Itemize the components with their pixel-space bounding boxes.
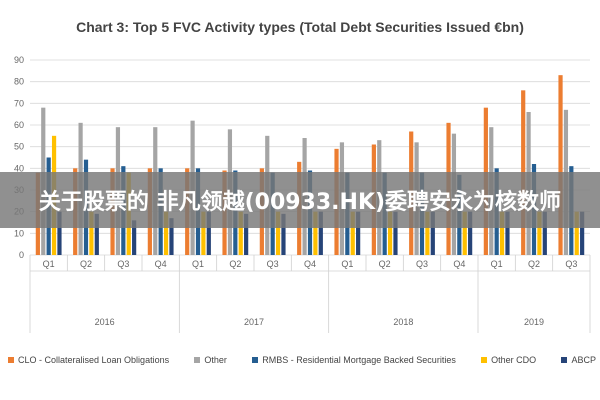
legend-swatch [194,357,201,363]
legend-label: Other [204,355,227,365]
bar-4-4 [206,211,211,255]
bar-3-11 [462,211,467,255]
legend-item: Other CDO [481,355,536,365]
year-label: 2018 [393,317,413,327]
bar-4-5 [244,213,249,255]
bar-0-14 [558,75,563,256]
x-tick-label: Q4 [155,259,167,269]
x-tick-label: Q2 [80,259,92,269]
year-label: 2017 [244,317,264,327]
chart-title: Chart 3: Top 5 FVC Activity types (Total… [76,19,524,35]
x-tick-label: Q4 [304,259,316,269]
x-tick-label: Q3 [565,259,577,269]
y-tick-label: 0 [19,250,24,260]
y-tick-label: 90 [14,55,24,65]
legend-item: RMBS - Residential Mortgage Backed Secur… [252,355,456,365]
legend-label: Other CDO [491,355,537,365]
legend-item: ABCP [561,355,596,365]
bar-3-8 [350,211,355,255]
year-label: 2016 [95,317,115,327]
legend-label: ABCP [571,355,596,365]
bar-4-1 [94,213,99,255]
x-tick-label: Q3 [117,259,129,269]
y-tick-label: 50 [14,142,24,152]
legend-swatch [252,357,259,363]
bar-3-9 [387,211,393,255]
overlay-banner: 关于股票的 非凡领越(00933.HK)委聘安永为核数师 [0,172,600,228]
legend-swatch [481,357,488,363]
bar-4-2 [132,220,137,255]
bar-3-12 [499,211,505,255]
bar-3-10 [425,211,430,255]
bars [35,75,585,256]
y-tick-label: 80 [14,77,24,87]
bar-4-0 [57,211,62,255]
bar-3-3 [163,211,169,255]
bar-4-3 [169,218,174,255]
x-tick-label: Q1 [341,259,353,269]
bar-4-11 [468,211,473,255]
legend: CLO - Collateralised Loan Obligations Oth… [8,348,596,372]
x-tick-label: Q2 [379,259,391,269]
year-label: 2019 [524,317,544,327]
bar-4-14 [580,211,585,255]
y-tick-label: 40 [14,163,24,173]
legend-swatch [561,357,568,363]
x-tick-label: Q1 [491,259,503,269]
bar-3-6 [275,211,281,255]
bar-3-7 [313,211,318,255]
bar-4-13 [542,211,547,255]
x-tick-label: Q2 [528,259,540,269]
x-tick-label: Q2 [229,259,241,269]
x-tick-label: Q4 [453,259,465,269]
y-tick-label: 10 [14,228,24,238]
bar-4-7 [318,211,323,255]
legend-item: CLO - Collateralised Loan Obligations [8,355,169,365]
bar-4-10 [430,211,435,255]
legend-label: RMBS - Residential Mortgage Backed Secur… [262,355,456,365]
bar-4-9 [393,211,398,255]
bar-4-8 [356,211,361,255]
bar-3-1 [89,211,94,255]
y-tick-label: 60 [14,120,24,130]
bar-4-12 [505,211,510,255]
legend-item: Other [194,355,227,365]
overlay-text: 关于股票的 非凡领越(00933.HK)委聘安永为核数师 [38,190,562,215]
bar-3-5 [238,211,243,255]
bar-3-4 [201,211,206,255]
legend-label: CLO - Collateralised Loan Obligations [18,355,170,365]
x-tick-label: Q3 [416,259,428,269]
x-tick-label: Q1 [192,259,204,269]
bar-4-6 [281,213,286,255]
legend-swatch [8,357,14,363]
x-tick-label: Q3 [267,259,279,269]
x-tick-label: Q1 [43,259,55,269]
bar-3-13 [537,211,542,255]
bar-3-14 [574,211,579,255]
y-tick-label: 70 [14,98,24,108]
